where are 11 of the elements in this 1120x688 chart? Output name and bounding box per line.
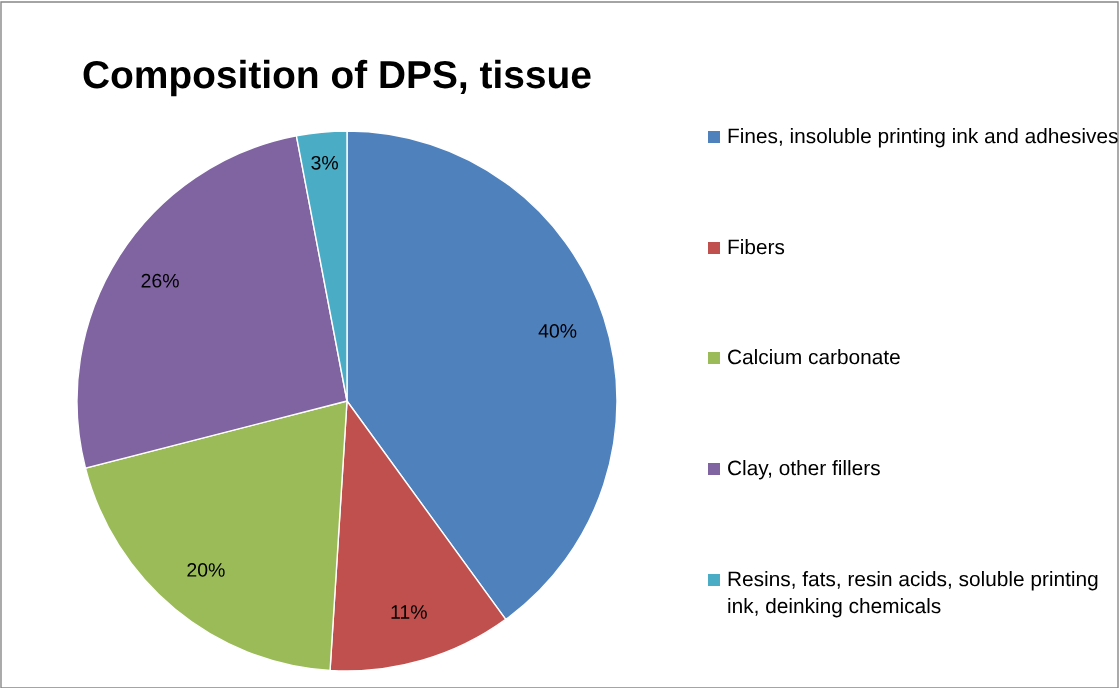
data-label: 20% bbox=[187, 563, 225, 577]
legend-label: Fibers bbox=[728, 239, 785, 255]
data-label: 3% bbox=[311, 155, 338, 170]
legend-label: Resins, fats, resin acids, soluble printing ink, deinking chemicals bbox=[728, 571, 1098, 618]
data-label: 26% bbox=[141, 273, 179, 288]
legend-label: Clay, other fillers bbox=[728, 460, 880, 480]
legend-label: Calcium carbonate bbox=[728, 349, 900, 365]
chart-title: Composition of DPS, tissue bbox=[83, 59, 591, 97]
legend-label: Fines, insoluble printing ink and adhesives bbox=[728, 128, 1118, 148]
data-label: 40% bbox=[538, 324, 577, 338]
data-label: 11% bbox=[391, 605, 427, 619]
